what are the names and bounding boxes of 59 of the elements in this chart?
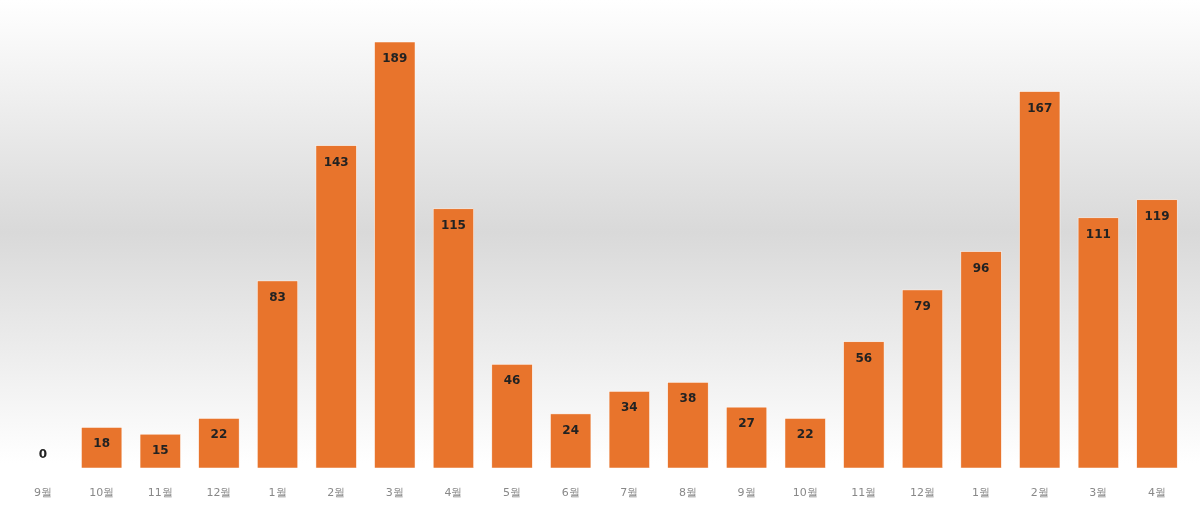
bar	[432, 208, 474, 469]
x-tick-label: 11월	[147, 486, 173, 499]
x-tick-label: 10월	[792, 486, 818, 499]
bar	[1136, 199, 1178, 469]
x-tick-label: 2월	[1030, 486, 1049, 499]
bar	[784, 418, 826, 469]
data-label: 189	[382, 51, 408, 65]
data-label: 24	[562, 422, 580, 437]
bar	[843, 341, 885, 469]
data-label: 22	[796, 427, 814, 442]
bar	[667, 382, 709, 469]
data-label: 18	[93, 436, 110, 451]
x-tick-label: 12월	[206, 486, 232, 499]
bar	[491, 364, 533, 469]
x-tick-label: 9월	[737, 486, 756, 499]
bar	[139, 433, 181, 469]
bar	[374, 41, 416, 469]
bar	[726, 406, 768, 469]
bar	[198, 418, 240, 469]
data-label: 38	[679, 391, 697, 406]
x-tick-label: 5월	[503, 486, 522, 499]
bar	[315, 145, 357, 469]
data-label: 83	[269, 289, 286, 304]
x-tick-label: 7월	[620, 486, 639, 499]
bar	[550, 413, 592, 469]
data-label: 111	[1085, 226, 1111, 241]
x-tick-label: 3월	[385, 486, 404, 499]
data-label: 167	[1027, 100, 1053, 115]
data-label: 22	[210, 427, 228, 442]
x-tick-label: 9월	[34, 486, 53, 499]
x-tick-label: 2월	[327, 486, 346, 499]
x-tick-label: 1월	[972, 486, 991, 499]
x-tick-label: 11월	[851, 486, 877, 499]
data-label: 143	[323, 154, 349, 169]
x-tick-label: 3월	[1089, 486, 1108, 499]
bar	[1019, 91, 1061, 469]
bar	[1077, 217, 1119, 469]
bar	[960, 251, 1002, 469]
data-label: 115	[440, 217, 466, 232]
data-label: 56	[855, 350, 873, 365]
data-label: 79	[914, 298, 931, 313]
x-tick-label: 10월	[89, 486, 115, 499]
x-tick-label: 12월	[909, 486, 935, 499]
x-tick-label: 8월	[678, 486, 697, 499]
bar	[257, 280, 299, 469]
bar	[608, 391, 650, 469]
bar	[81, 427, 123, 469]
data-label: 119	[1144, 208, 1170, 223]
bar	[901, 289, 943, 469]
data-label: 96	[972, 260, 990, 275]
x-tick-label: 4월	[1147, 486, 1166, 499]
x-tick-label: 1월	[268, 486, 287, 499]
data-label: 27	[738, 416, 755, 431]
data-label: 34	[620, 400, 638, 415]
x-tick-label: 6월	[561, 486, 580, 499]
x-tick-label: 4월	[444, 486, 463, 499]
data-label: 46	[503, 373, 521, 388]
data-label: 15	[151, 443, 169, 458]
data-label: 0	[38, 447, 48, 461]
